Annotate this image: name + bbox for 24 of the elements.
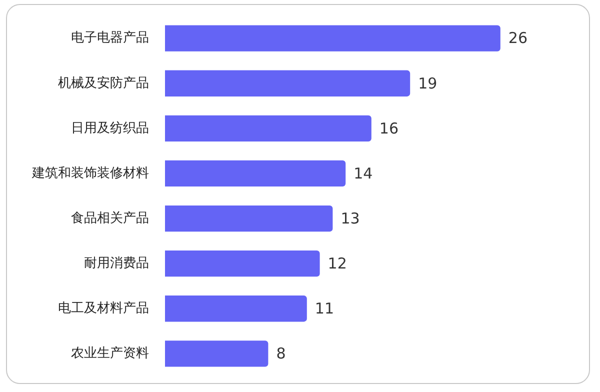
- y-tick-label: 日用及纺织品: [71, 120, 149, 136]
- bar: [165, 25, 500, 52]
- data-label: 12: [328, 254, 347, 272]
- bar: [165, 296, 307, 322]
- y-tick-label: 食品相关产品: [71, 210, 149, 226]
- data-label: 19: [418, 74, 438, 92]
- data-label: 11: [314, 300, 334, 318]
- data-label: 8: [276, 344, 286, 363]
- data-label: 26: [508, 29, 528, 48]
- y-tick-label: 电子电器产品: [71, 30, 149, 46]
- data-label: 13: [340, 209, 360, 228]
- y-tick-label: 机械及安防产品: [58, 74, 149, 91]
- y-tick-label: 耐用消费品: [84, 256, 149, 271]
- y-tick-label: 电工及材料产品: [58, 301, 149, 316]
- data-label: 16: [379, 119, 398, 138]
- bar: [165, 160, 346, 187]
- bar: [165, 250, 320, 277]
- bar: [165, 70, 410, 96]
- y-tick-label: 建筑和装饰装修材料: [31, 166, 149, 181]
- data-label: 14: [354, 164, 373, 182]
- y-tick-label: 农业生产资料: [71, 346, 149, 362]
- bar: [165, 205, 333, 232]
- bar: [165, 115, 372, 142]
- bar: [165, 340, 268, 367]
